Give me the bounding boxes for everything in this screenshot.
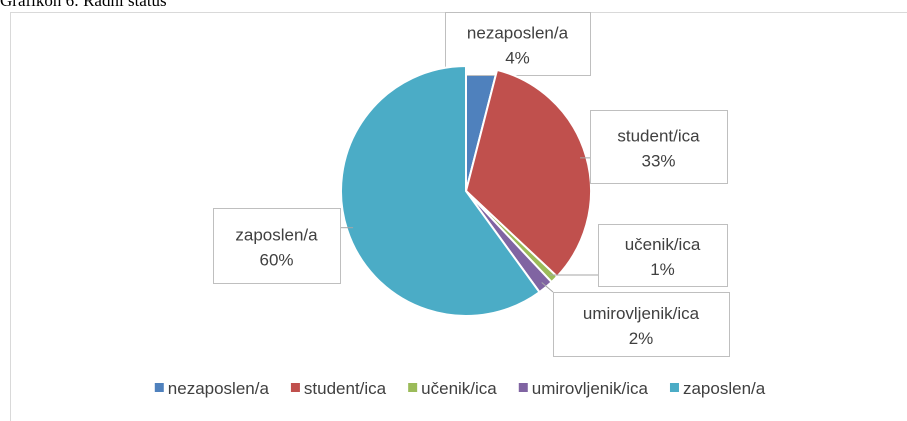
legend-marker [518,383,528,392]
legend-marker [669,383,679,392]
legend-label: student/ica [304,379,387,398]
data-label-value: 4% [505,49,530,68]
legend-label: nezaposlen/a [168,379,270,398]
data-label-value: 2% [629,329,654,348]
data-label-name: učenik/ica [625,235,701,254]
legend-marker [290,383,300,392]
label-box [590,110,728,184]
label-box [213,208,341,284]
data-label-name: umirovljenik/ica [583,304,700,323]
chart-title: Grafikon 6: Radni status [0,0,167,10]
data-label-value: 33% [641,152,675,171]
data-label-name: student/ica [617,127,700,146]
legend-label: učenik/ica [421,379,497,398]
legend-marker [154,383,164,392]
label-box [553,292,730,357]
pie-slice [464,68,592,278]
data-label-name: nezaposlen/a [467,24,569,43]
label-box [598,224,728,287]
label-box [445,12,591,76]
pie-slice [340,64,541,317]
data-label-value: 1% [650,260,675,279]
legend-label: zaposlen/a [683,379,766,398]
data-label-value: 60% [259,251,293,270]
legend-marker [408,383,418,392]
legend-label: umirovljenik/ica [532,379,649,398]
data-label-name: zaposlen/a [235,226,318,245]
leader-line [541,282,554,293]
